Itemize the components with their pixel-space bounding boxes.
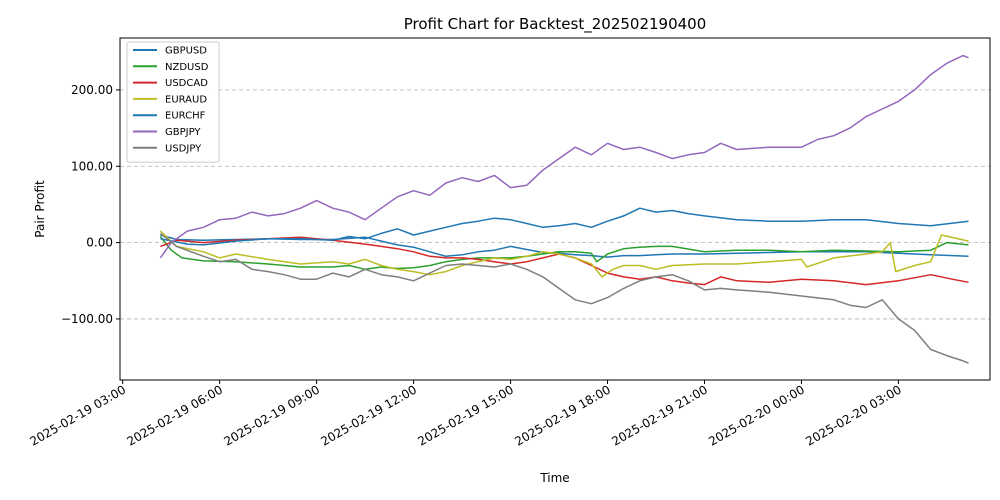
x-tick-label: 2025-02-20 00:00 (706, 382, 807, 448)
plot-frame (119, 37, 991, 381)
x-tick-label: 2025-02-19 21:00 (609, 382, 710, 448)
x-tick-label: 2025-02-19 12:00 (318, 382, 419, 448)
y-tick-label: −100.00 (61, 312, 113, 326)
legend-label: NZDUSD (165, 62, 209, 73)
x-tick-label: 2025-02-19 09:00 (221, 382, 322, 448)
x-tick-label: 2025-02-19 18:00 (512, 382, 613, 448)
y-tick-label: 0.00 (86, 236, 113, 250)
series-line-usdjpy (159, 232, 969, 364)
legend-label: EURAUD (165, 94, 207, 105)
legend-label: USDCAD (165, 78, 208, 89)
y-tick-label: 200.00 (71, 83, 113, 97)
legend-label: EURCHF (165, 111, 206, 122)
legend-label: GBPJPY (165, 127, 201, 138)
grid-lines (120, 89, 990, 320)
series-line-eurchf (160, 207, 969, 246)
y-axis-label: Pair Profit (33, 180, 47, 238)
series-line-euraud (159, 230, 969, 278)
series-line-gbpjpy (159, 54, 969, 259)
series-line-nzdusd (159, 236, 969, 271)
x-axis-label: Time (539, 471, 569, 485)
y-tick-label: 100.00 (71, 159, 113, 173)
x-tick-label: 2025-02-19 15:00 (415, 382, 516, 448)
y-axis: −100.00 0.00 100.00 200.00 (61, 83, 120, 326)
x-tick-label: 2025-02-20 03:00 (803, 382, 904, 448)
legend-label: GBPUSD (165, 46, 207, 57)
x-tick-label: 2025-02-19 06:00 (125, 382, 226, 448)
x-tick-label: 2025-02-19 03:00 (28, 382, 129, 448)
legend: GBPUSD NZDUSD USDCAD EURAUD EURCHF GBPJPY USDJ… (126, 41, 220, 163)
chart-title: Profit Chart for Backtest_202502190400 (404, 15, 707, 34)
series-lines (159, 54, 969, 364)
legend-label: USDJPY (165, 143, 202, 154)
